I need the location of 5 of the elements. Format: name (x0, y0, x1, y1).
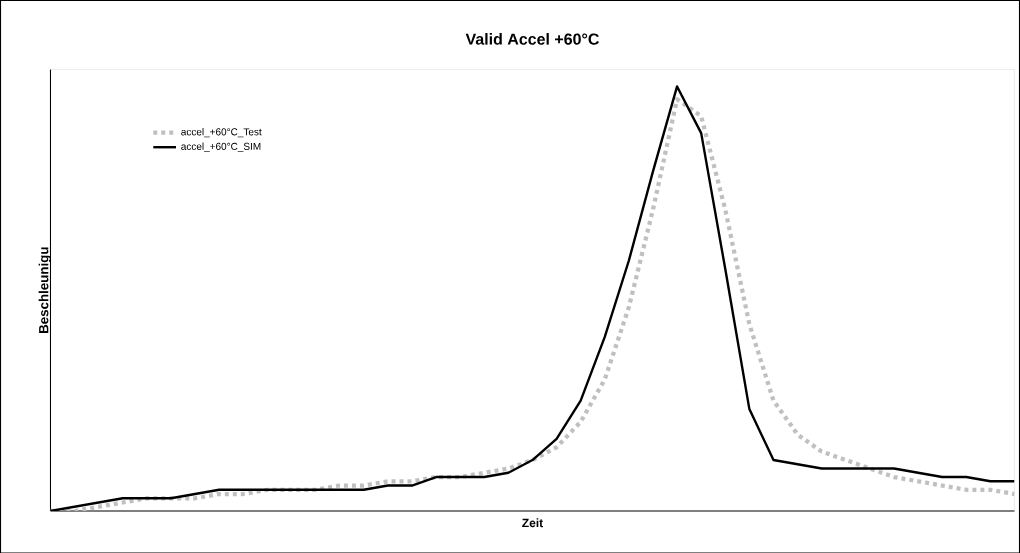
legend-label: accel_+60°C_Test (181, 127, 262, 138)
chart-title: Valid Accel +60°C (465, 32, 599, 45)
y-axis-title: Beschleunigu (38, 247, 52, 333)
legend-label: accel_+60°C_SIM (181, 142, 261, 152)
x-axis-title: Zeit (522, 518, 543, 527)
